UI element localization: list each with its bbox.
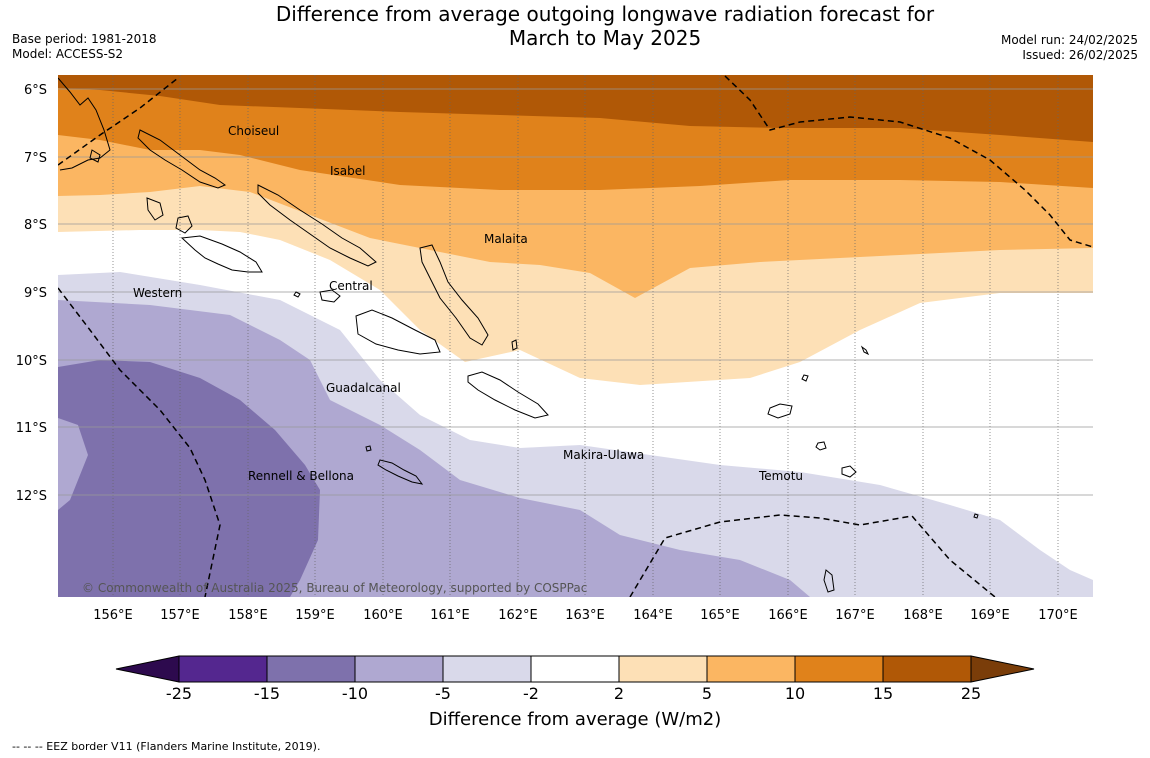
base-period-text: Base period: 1981-2018 xyxy=(12,32,157,46)
label-central: Central xyxy=(329,279,373,293)
island-choiseul xyxy=(137,129,227,189)
colorbar-extend-low xyxy=(115,655,180,683)
island-reef-islands xyxy=(801,374,809,382)
colorbar-tick-label: -25 xyxy=(165,684,193,703)
graticule xyxy=(112,75,1059,597)
island-new-georgia xyxy=(180,235,263,273)
colorbar-segment xyxy=(531,656,619,682)
label-rennell-bellona: Rennell & Bellona xyxy=(248,469,354,483)
lon-tick-label: 161°E xyxy=(430,608,470,623)
island-rennell xyxy=(377,459,424,485)
island-vanikoro xyxy=(841,465,857,478)
colorbar-segment xyxy=(355,656,443,682)
label-makira-ulawa: Makira-Ulawa xyxy=(563,448,644,462)
lon-tick-label: 157°E xyxy=(160,608,200,623)
colorbar-segment xyxy=(795,656,883,682)
colorbar-tick-label: 10 xyxy=(784,684,806,703)
longitude-axis: 156°E 157°E 158°E 159°E 160°E 161°E 162°… xyxy=(93,608,1078,623)
island-isabel xyxy=(257,184,377,267)
lat-tick-label: 12°S xyxy=(16,489,47,504)
colorbar-tick-label: 25 xyxy=(960,684,982,703)
province-labels: Choiseul Isabel Malaita Western Central … xyxy=(133,124,803,483)
lon-tick-label: 159°E xyxy=(295,608,335,623)
islands xyxy=(58,77,979,593)
lon-tick-label: 169°E xyxy=(970,608,1010,623)
title-line-2: March to May 2025 xyxy=(508,26,702,50)
colorbar-tick-label: 2 xyxy=(613,684,625,703)
chart-title: Difference from average outgoing longwav… xyxy=(0,2,1150,50)
label-choiseul: Choiseul xyxy=(228,124,279,138)
colorbar-segment xyxy=(619,656,707,682)
island-bougainville-edge xyxy=(58,77,111,171)
lon-tick-label: 156°E xyxy=(93,608,133,623)
lon-tick-label: 163°E xyxy=(565,608,605,623)
colorbar xyxy=(115,655,1035,683)
colorbar-tick-label: -15 xyxy=(253,684,281,703)
lon-tick-label: 162°E xyxy=(498,608,538,623)
label-malaita: Malaita xyxy=(484,232,528,246)
lon-tick-label: 164°E xyxy=(633,608,673,623)
lon-tick-label: 167°E xyxy=(835,608,875,623)
model-run-text: Model run: 24/02/2025 xyxy=(1000,33,1138,47)
island-guadalcanal xyxy=(355,309,441,355)
label-guadalcanal: Guadalcanal xyxy=(326,381,401,395)
island-shortland xyxy=(89,149,101,163)
lon-tick-label: 165°E xyxy=(700,608,740,623)
band-plus-15 xyxy=(58,75,1093,142)
lat-tick-label: 9°S xyxy=(24,286,47,301)
island-bellona xyxy=(365,445,372,452)
colorbar-segment xyxy=(179,656,267,682)
colorbar-segment xyxy=(707,656,795,682)
island-kolombangara xyxy=(175,215,193,234)
meta-left: Base period: 1981-2018 Model: ACCESS-S2 xyxy=(12,32,157,62)
lat-tick-label: 8°S xyxy=(24,218,47,233)
colorbar-outline xyxy=(178,655,972,683)
island-santa-cruz xyxy=(767,403,793,419)
band-minus-15 xyxy=(58,360,320,597)
lon-tick-label: 168°E xyxy=(903,608,943,623)
latitude-lines xyxy=(58,88,1093,496)
island-duff xyxy=(860,345,870,356)
eez-border xyxy=(58,75,1093,597)
island-savo xyxy=(293,291,301,298)
colorbar-tick-label: -5 xyxy=(435,684,451,703)
island-florida xyxy=(319,289,341,303)
island-anuta xyxy=(823,569,835,593)
lon-tick-label: 166°E xyxy=(768,608,808,623)
label-western: Western xyxy=(133,286,182,300)
meta-right: Model run: 24/02/2025 Issued: 26/02/2025 xyxy=(1001,33,1138,63)
colorbar-segment xyxy=(267,656,355,682)
island-makira xyxy=(467,371,549,419)
colorbar-extend-high xyxy=(970,655,1035,683)
colorbar-tick-label: -2 xyxy=(523,684,539,703)
issued-text: Issued: 26/02/2025 xyxy=(1022,48,1138,62)
title-line-1: Difference from average outgoing longwav… xyxy=(275,2,935,26)
island-ulawa xyxy=(511,339,518,351)
island-utupua xyxy=(815,441,827,451)
lat-tick-label: 6°S xyxy=(24,83,47,98)
colorbar-segment xyxy=(883,656,971,682)
lon-tick-label: 170°E xyxy=(1038,608,1078,623)
copyright-text: © Commonwealth of Australia 2025, Bureau… xyxy=(82,581,587,595)
latitude-axis: 6°S 7°S 8°S 9°S 10°S 11°S 12°S xyxy=(16,83,47,504)
eez-footnote: -- -- -- EEZ border V11 (Flanders Marine… xyxy=(12,740,321,753)
label-isabel: Isabel xyxy=(330,164,365,178)
colorbar-tick-label: 5 xyxy=(701,684,713,703)
lat-tick-label: 10°S xyxy=(16,354,47,369)
model-text: Model: ACCESS-S2 xyxy=(12,47,124,61)
colorbar-tick-label: -10 xyxy=(341,684,369,703)
lat-tick-label: 7°S xyxy=(24,151,47,166)
colorbar-tick-label: 15 xyxy=(872,684,894,703)
island-tikopia xyxy=(973,513,979,519)
anomaly-fill xyxy=(58,75,1093,597)
colorbar-segment xyxy=(443,656,531,682)
island-vella-lavella xyxy=(146,197,164,221)
label-temotu: Temotu xyxy=(758,469,803,483)
colorbar-title: Difference from average (W/m2) xyxy=(428,709,722,730)
lon-tick-label: 158°E xyxy=(228,608,268,623)
lon-tick-label: 160°E xyxy=(363,608,403,623)
island-malaita xyxy=(419,244,489,346)
lat-tick-label: 11°S xyxy=(16,421,47,436)
